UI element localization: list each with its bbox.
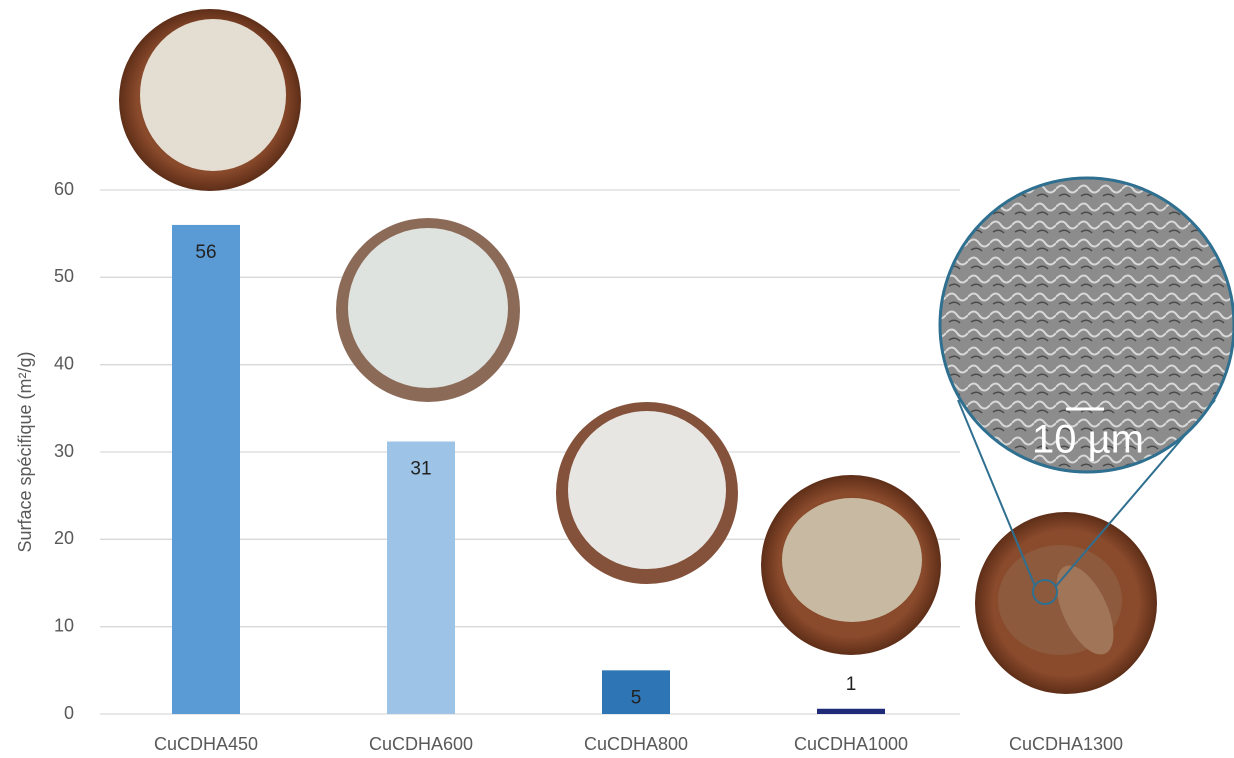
data-label: 5 [631, 687, 642, 708]
y-tick-label: 40 [54, 353, 74, 373]
y-tick-label: 60 [54, 179, 74, 199]
data-label: 56 [195, 242, 216, 263]
bar [172, 224, 240, 714]
data-label: 31 [410, 459, 431, 480]
y-tick-label: 50 [54, 266, 74, 286]
y-axis-label: Surface spécifique (m²/g) [15, 351, 35, 552]
x-tick-label: CuCDHA450 [154, 734, 258, 754]
scale-bar-label: 10 µm [1032, 418, 1144, 462]
x-tick-label: CuCDHA1300 [1009, 734, 1123, 754]
bar [817, 708, 885, 714]
x-tick-label: CuCDHA1000 [794, 734, 908, 754]
data-label: 1 [846, 674, 857, 695]
y-tick-label: 10 [54, 615, 74, 635]
x-tick-label: CuCDHA600 [369, 734, 473, 754]
x-tick-label: CuCDHA800 [584, 734, 688, 754]
y-tick-label: 0 [64, 703, 74, 723]
bar [602, 670, 670, 714]
photos: 10 µm [119, 9, 1234, 694]
bar [387, 441, 455, 714]
y-tick-label: 20 [54, 528, 74, 548]
y-tick-label: 30 [54, 441, 74, 461]
